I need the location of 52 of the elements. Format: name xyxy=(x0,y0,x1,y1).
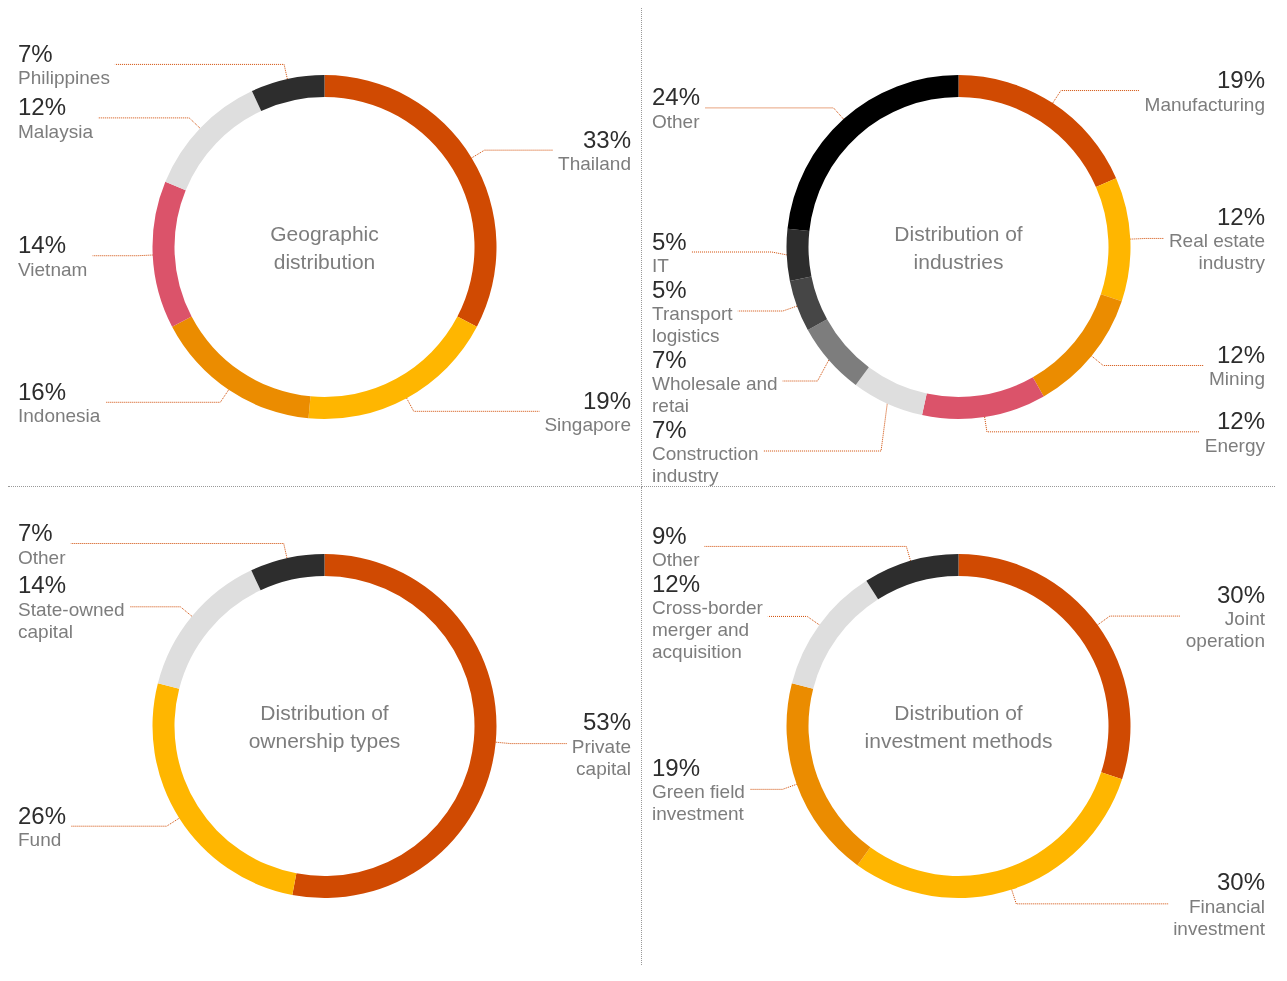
slice-label: Green field investment xyxy=(652,781,745,825)
data-label: 5% xyxy=(652,275,687,303)
slice-label: Other xyxy=(652,549,701,571)
data-label: 12% xyxy=(652,569,701,597)
data-label: 12% xyxy=(1216,407,1265,435)
slice-label: Thailand xyxy=(558,153,631,175)
data-label: 30% xyxy=(1216,868,1265,896)
slice-label: Wholesale and retai xyxy=(652,373,778,416)
slice-label: Cross-border merger and acquisition xyxy=(652,597,764,663)
data-label: 14% xyxy=(18,231,67,259)
data-label: 24% xyxy=(652,83,701,111)
slice-label: Private capital xyxy=(571,735,631,779)
data-label: 5% xyxy=(652,227,687,255)
data-label: 16% xyxy=(18,377,67,405)
slice-label: IT xyxy=(652,255,670,276)
slice-label: Real estate industry xyxy=(1168,230,1266,274)
data-label: 14% xyxy=(18,571,67,599)
slice-label: Transport logistics xyxy=(652,303,734,346)
slice-label: Philippines xyxy=(18,67,110,89)
data-label: 7% xyxy=(18,39,53,67)
text: Distribution of ownership types xyxy=(248,700,401,752)
slice-label: Other xyxy=(652,110,701,132)
text: Distribution of investment methods xyxy=(864,700,1053,752)
slice-label: Singapore xyxy=(544,414,631,436)
data-label: 12% xyxy=(1216,202,1265,230)
data-label: 12% xyxy=(1216,340,1265,368)
slice-label: State-owned capital xyxy=(18,598,125,642)
slice-label: Manufacturing xyxy=(1144,93,1265,115)
slice-label: Energy xyxy=(1204,434,1266,456)
data-label: 7% xyxy=(652,345,687,373)
slice-label: Fund xyxy=(18,829,62,851)
data-label: 19% xyxy=(582,386,631,414)
slice-label: Mining xyxy=(1209,368,1265,390)
data-label: 53% xyxy=(582,708,631,736)
data-label: 30% xyxy=(1216,580,1265,608)
text: Geographic distribution xyxy=(270,221,379,273)
data-label: 9% xyxy=(652,521,687,549)
slice-label: Indonesia xyxy=(18,405,101,427)
slice-label: Other xyxy=(18,546,67,568)
text: Distribution of industries xyxy=(894,221,1023,273)
slice-label: Malaysia xyxy=(18,120,94,142)
slice-label: Financial investment xyxy=(1173,895,1266,939)
slice-label: Joint operation xyxy=(1185,608,1266,652)
slice-label: Vietnam xyxy=(18,258,88,280)
data-label: 7% xyxy=(652,415,687,443)
data-label: 7% xyxy=(18,519,53,546)
data-label: 12% xyxy=(18,93,67,121)
data-label: 19% xyxy=(652,753,701,781)
data-label: 19% xyxy=(1216,66,1265,94)
slice-label: Construction industry xyxy=(652,443,759,486)
data-label: 26% xyxy=(18,801,67,829)
data-label: 33% xyxy=(582,125,631,153)
